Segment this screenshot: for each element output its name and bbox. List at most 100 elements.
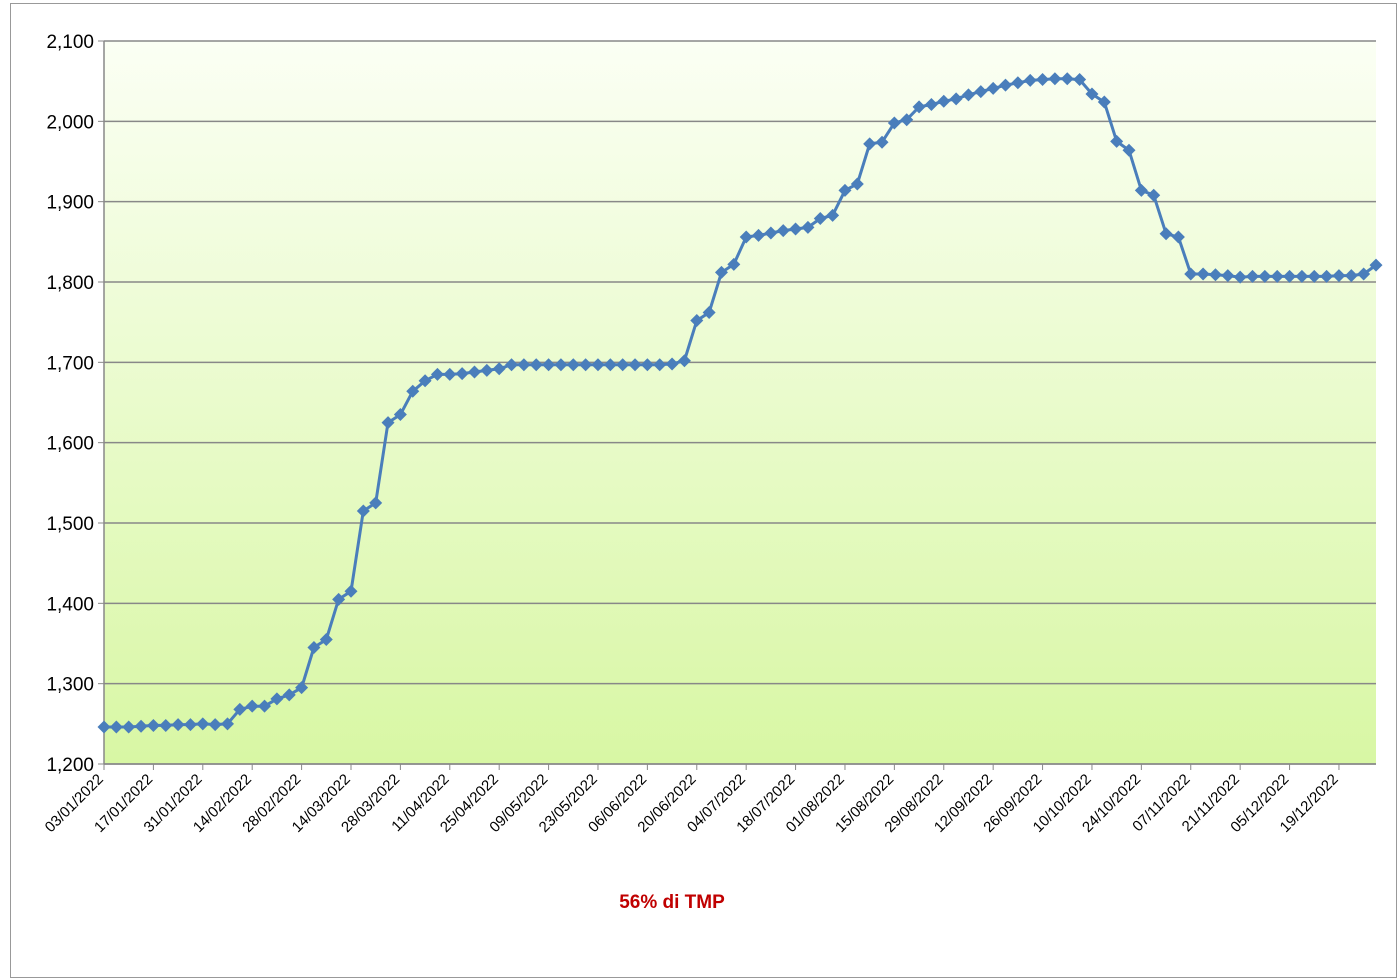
data-point bbox=[702, 306, 716, 320]
y-tick-label: 1,400 bbox=[46, 594, 94, 615]
data-point bbox=[591, 358, 605, 372]
data-point bbox=[727, 257, 741, 271]
data-point bbox=[1048, 72, 1062, 86]
annotation: 56% di TMP bbox=[619, 892, 725, 913]
data-point bbox=[1295, 269, 1309, 283]
data-point bbox=[233, 702, 247, 716]
data-point bbox=[430, 367, 444, 381]
data-point bbox=[875, 135, 889, 149]
data-point bbox=[776, 224, 790, 238]
data-point bbox=[295, 681, 309, 695]
data-point bbox=[134, 719, 148, 733]
data-point bbox=[1344, 269, 1358, 283]
data-point bbox=[653, 358, 667, 372]
data-point bbox=[1159, 227, 1173, 241]
data-point bbox=[912, 100, 926, 114]
data-point bbox=[937, 94, 951, 108]
data-point bbox=[900, 113, 914, 127]
data-point bbox=[122, 720, 136, 734]
data-point bbox=[369, 496, 383, 510]
y-tick-label: 1,300 bbox=[46, 675, 94, 696]
data-point bbox=[974, 85, 988, 99]
data-point bbox=[208, 718, 222, 732]
data-point bbox=[1196, 267, 1210, 281]
data-point bbox=[986, 81, 1000, 95]
data-point bbox=[220, 717, 234, 731]
data-point bbox=[332, 592, 346, 606]
y-tick-label: 2,000 bbox=[46, 112, 94, 133]
data-point bbox=[1011, 76, 1025, 90]
y-tick-label: 1,700 bbox=[46, 353, 94, 374]
data-point bbox=[863, 137, 877, 151]
data-point bbox=[467, 365, 481, 379]
data-point bbox=[1097, 95, 1111, 109]
data-point bbox=[752, 228, 766, 242]
data-point bbox=[739, 230, 753, 244]
data-point bbox=[319, 632, 333, 646]
data-point bbox=[1110, 134, 1124, 148]
data-point bbox=[97, 720, 111, 734]
data-point bbox=[850, 177, 864, 191]
data-point bbox=[1085, 87, 1099, 101]
data-point bbox=[196, 717, 210, 731]
data-point bbox=[270, 692, 284, 706]
data-point bbox=[542, 358, 556, 372]
data-point bbox=[393, 408, 407, 422]
data-point bbox=[838, 183, 852, 197]
data-point bbox=[183, 718, 197, 732]
data-point bbox=[418, 374, 432, 388]
data-point bbox=[1036, 73, 1050, 87]
data-point bbox=[566, 358, 580, 372]
data-point bbox=[282, 688, 296, 702]
data-point bbox=[109, 720, 123, 734]
data-point bbox=[1147, 188, 1161, 202]
y-tick-label: 1,500 bbox=[46, 514, 94, 535]
data-point bbox=[356, 504, 370, 518]
data-point bbox=[1134, 183, 1148, 197]
y-tick-label: 1,900 bbox=[46, 193, 94, 214]
data-point bbox=[1307, 269, 1321, 283]
data-point bbox=[1023, 73, 1037, 87]
data-point bbox=[616, 358, 630, 372]
data-point bbox=[826, 208, 840, 222]
plot-area bbox=[104, 41, 1376, 764]
data-point bbox=[455, 367, 469, 381]
data-point bbox=[579, 358, 593, 372]
data-point bbox=[677, 354, 691, 368]
data-point bbox=[1369, 258, 1383, 272]
data-point bbox=[714, 265, 728, 279]
data-point bbox=[344, 584, 358, 598]
data-point bbox=[492, 362, 506, 376]
data-point bbox=[159, 718, 173, 732]
data-point bbox=[406, 384, 420, 398]
data-point bbox=[690, 314, 704, 328]
y-tick-label: 1,200 bbox=[46, 755, 94, 776]
y-tick-label: 2,100 bbox=[46, 32, 94, 53]
data-point bbox=[1233, 270, 1247, 284]
data-point bbox=[517, 358, 531, 372]
data-point bbox=[443, 367, 457, 381]
data-point bbox=[1246, 269, 1260, 283]
data-point bbox=[813, 212, 827, 226]
data-point bbox=[1270, 269, 1284, 283]
data-point bbox=[258, 699, 272, 713]
data-point bbox=[665, 357, 679, 371]
data-point bbox=[529, 358, 543, 372]
y-tick-label: 1,800 bbox=[46, 273, 94, 294]
data-point bbox=[789, 222, 803, 236]
data-point bbox=[1320, 269, 1334, 283]
data-point bbox=[1184, 267, 1198, 281]
data-point bbox=[801, 220, 815, 234]
data-point bbox=[1208, 268, 1222, 282]
data-point bbox=[1357, 267, 1371, 281]
data-point bbox=[949, 92, 963, 106]
data-point bbox=[554, 358, 568, 372]
data-point bbox=[961, 88, 975, 102]
data-point bbox=[628, 358, 642, 372]
data-point bbox=[171, 718, 185, 732]
data-point bbox=[924, 97, 938, 111]
data-point bbox=[1332, 269, 1346, 283]
data-point bbox=[1258, 269, 1272, 283]
data-point bbox=[603, 358, 617, 372]
